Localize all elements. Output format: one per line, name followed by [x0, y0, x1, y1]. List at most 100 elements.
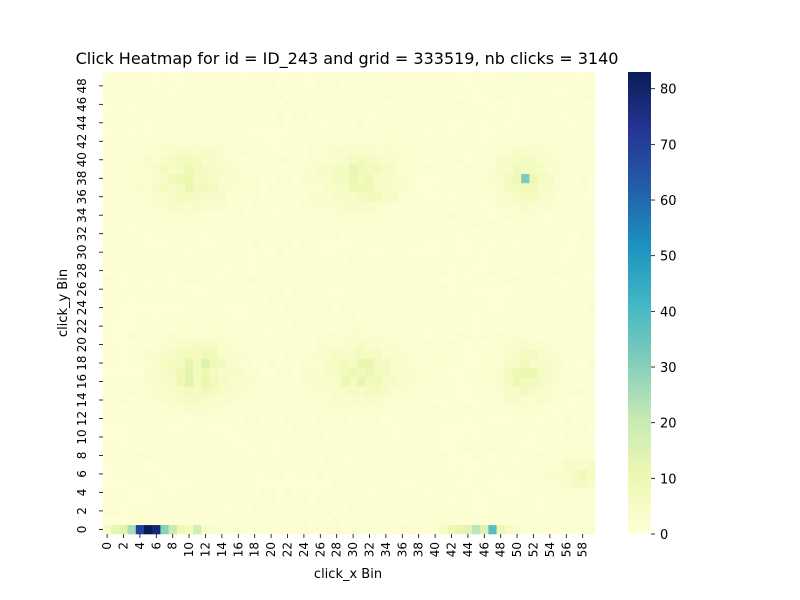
heatmap-cell — [160, 432, 169, 442]
heatmap-cell — [537, 72, 547, 82]
heatmap-cell — [103, 229, 112, 239]
heatmap-cell — [480, 339, 489, 350]
heatmap-cell — [193, 72, 202, 82]
heatmap-cell — [554, 192, 563, 202]
heatmap-cell — [455, 155, 465, 165]
heatmap-cell — [242, 330, 251, 341]
heatmap-cell — [488, 330, 497, 341]
heatmap-cell — [398, 99, 407, 110]
heatmap-cell — [201, 247, 210, 258]
heatmap-cell — [242, 118, 251, 128]
heatmap-cell — [439, 182, 448, 193]
heatmap-cell — [176, 395, 186, 405]
heatmap-cell — [226, 99, 235, 110]
heatmap-cell — [439, 487, 448, 498]
heatmap-cell — [308, 386, 317, 396]
x-tick-label: 12 — [199, 542, 213, 557]
heatmap-cell — [217, 487, 227, 498]
heatmap-cell — [201, 229, 210, 239]
heatmap-cell — [332, 229, 342, 239]
heatmap-cell — [513, 515, 522, 526]
heatmap-cell — [529, 413, 538, 424]
heatmap-cell — [299, 376, 309, 387]
heatmap-cell — [176, 497, 186, 507]
heatmap-cell — [127, 404, 137, 415]
heatmap-cell — [463, 173, 473, 184]
heatmap-cell — [562, 506, 571, 516]
heatmap-cell — [275, 376, 284, 387]
heatmap-cell — [340, 108, 350, 119]
heatmap-cell — [570, 330, 579, 341]
heatmap-cell — [439, 108, 448, 119]
heatmap-cell — [226, 81, 235, 91]
heatmap-cell — [119, 136, 128, 147]
heatmap-cell — [496, 201, 506, 211]
heatmap-cell — [578, 201, 588, 211]
heatmap-cell — [160, 339, 169, 350]
heatmap-cell — [521, 247, 530, 258]
heatmap-cell — [226, 210, 235, 221]
heatmap-cell — [209, 321, 219, 332]
heatmap-cell — [521, 136, 530, 147]
heatmap-cell — [349, 238, 358, 248]
heatmap-cell — [463, 497, 473, 507]
heatmap-cell — [250, 450, 260, 461]
heatmap-cell — [365, 164, 374, 174]
heatmap-cell — [586, 413, 596, 424]
heatmap-cell — [209, 145, 219, 156]
heatmap-cell — [127, 108, 137, 119]
heatmap-cell — [373, 90, 383, 101]
heatmap-cell — [578, 182, 588, 193]
heatmap-cell — [209, 173, 219, 184]
heatmap-cell — [562, 423, 571, 433]
heatmap-cell — [447, 339, 456, 350]
heatmap-cell — [324, 182, 333, 193]
heatmap-cell — [316, 312, 325, 322]
heatmap-cell — [226, 164, 235, 174]
heatmap-cell — [422, 358, 432, 368]
heatmap-cell — [111, 136, 120, 147]
heatmap-cell — [529, 404, 538, 415]
heatmap-cell — [431, 284, 440, 295]
heatmap-cell — [439, 339, 448, 350]
heatmap-cell — [521, 330, 530, 341]
heatmap-cell — [299, 358, 309, 368]
heatmap-cell — [545, 90, 555, 101]
heatmap-cell — [209, 478, 219, 489]
heatmap-cell — [168, 441, 178, 452]
heatmap-cell — [160, 367, 169, 378]
heatmap-cell — [283, 99, 292, 110]
heatmap-cell — [316, 99, 325, 110]
heatmap-cell — [545, 192, 555, 202]
heatmap-cell — [250, 376, 260, 387]
heatmap-cell — [185, 524, 194, 535]
heatmap-cell — [406, 136, 415, 147]
heatmap-cell — [398, 367, 407, 378]
heatmap-cell — [119, 247, 128, 258]
heatmap-cell — [357, 330, 366, 341]
heatmap-cell — [324, 293, 333, 304]
heatmap-cell — [234, 219, 243, 230]
heatmap-cell — [217, 404, 227, 415]
heatmap-cell — [496, 339, 506, 350]
heatmap-cell — [562, 349, 571, 359]
heatmap-cell — [406, 367, 415, 378]
heatmap-cell — [480, 247, 489, 258]
heatmap-cell — [513, 524, 522, 535]
heatmap-cell — [480, 413, 489, 424]
heatmap-cell — [406, 339, 415, 350]
heatmap-cell — [381, 386, 391, 396]
heatmap-cell — [217, 238, 227, 248]
heatmap-cell — [406, 330, 415, 341]
heatmap-cell — [537, 358, 547, 368]
heatmap-cell — [488, 201, 497, 211]
heatmap-cell — [472, 460, 481, 470]
heatmap-cells — [103, 72, 596, 535]
heatmap-cell — [365, 256, 374, 267]
heatmap-cell — [135, 358, 145, 368]
heatmap-cell — [316, 127, 325, 137]
heatmap-cell — [316, 330, 325, 341]
heatmap-cell — [570, 497, 579, 507]
heatmap-cell — [545, 376, 555, 387]
heatmap-cell — [168, 506, 178, 516]
